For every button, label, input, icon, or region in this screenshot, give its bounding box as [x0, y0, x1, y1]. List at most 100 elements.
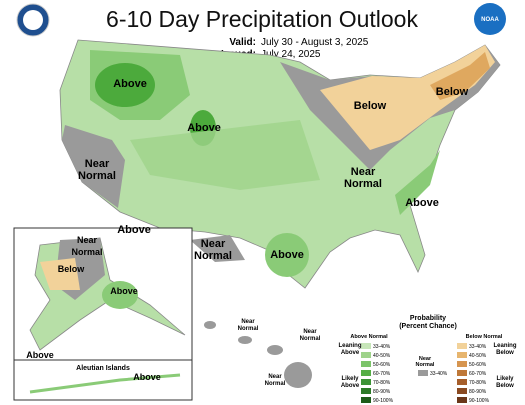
label-line: Normal: [265, 381, 286, 387]
label-line: Above: [113, 78, 147, 90]
below-area: [320, 45, 495, 150]
label: Above: [270, 249, 304, 261]
label-line: Above: [270, 249, 304, 261]
label: Near Normal: [238, 319, 259, 332]
label-line: Normal: [300, 336, 321, 342]
label-line: Probability: [410, 315, 446, 322]
label: Probability (Percent Chance): [399, 315, 457, 330]
label-line: Above: [187, 122, 221, 134]
label-line: Likely: [341, 376, 359, 382]
bin-label: 90-100%: [373, 398, 394, 404]
label-line: Below: [58, 264, 86, 274]
label-line: Leaning: [493, 343, 516, 349]
above-core: [95, 63, 155, 107]
label-line: Above: [110, 286, 138, 296]
above-area: [102, 281, 138, 309]
label-line: Above: [405, 197, 439, 209]
bin-label: 50-60%: [469, 362, 487, 368]
island: [204, 321, 216, 329]
aleutian-chain: [29, 373, 181, 394]
label: Likely Above: [341, 376, 360, 389]
swatch: [457, 370, 467, 376]
label-line: Above: [133, 372, 161, 382]
label-line: Near: [419, 356, 432, 362]
swatch: [361, 343, 371, 349]
label-line: Below: [436, 86, 469, 98]
label: Above: [117, 224, 151, 236]
above-area: [395, 150, 440, 215]
label: Above: [113, 78, 147, 90]
label: Above: [133, 372, 161, 382]
swatch: [361, 361, 371, 367]
label: Above: [26, 350, 54, 360]
doc-logo-inner: [23, 10, 43, 30]
label: Likely Below: [496, 376, 514, 389]
label: Below: [354, 100, 387, 112]
label-line: Likely: [496, 376, 514, 382]
label-line: Near: [268, 374, 282, 380]
label-line: Near: [351, 166, 376, 178]
bin-label: 70-80%: [373, 380, 391, 386]
label-line: Normal: [194, 250, 232, 262]
label-line: Above: [341, 350, 360, 356]
label-line: Normal: [238, 326, 259, 332]
swatch: [457, 397, 467, 403]
label: Above: [110, 286, 138, 296]
noaa-logo-text: NOAA: [481, 17, 499, 23]
aleutian-title: Aleutian Islands: [76, 365, 130, 372]
bin-label: 33-40%: [373, 344, 391, 350]
label: Leaning Below: [493, 343, 516, 356]
label-line: Near: [241, 319, 255, 325]
label-line: Below: [354, 100, 387, 112]
swatch: [457, 352, 467, 358]
label: Near Normal: [344, 166, 382, 190]
swatch: [457, 361, 467, 367]
aleutian-inset: [13, 359, 193, 401]
valid-label: Valid:: [229, 37, 256, 48]
island: [238, 336, 252, 344]
label-line: (Percent Chance): [399, 323, 457, 330]
below-area: [40, 258, 80, 290]
label-line: Normal: [78, 170, 116, 182]
bin-label: 33-40%: [469, 344, 487, 350]
near-normal-area: [62, 125, 125, 208]
swatch: [418, 370, 428, 376]
valid-dates: July 30 - August 3, 2025: [261, 37, 369, 48]
swatch: [361, 397, 371, 403]
label: Above: [405, 197, 439, 209]
swatch: [361, 352, 371, 358]
label-line: Near: [85, 158, 110, 170]
label: Near Normal: [416, 356, 435, 368]
bin-label: 90-100%: [469, 398, 490, 404]
near-normal-area: [190, 235, 245, 262]
swatch: [457, 343, 467, 349]
swatch: [361, 379, 371, 385]
title: 6-10 Day Precipitation Outlook: [106, 6, 418, 32]
bin-label: 80-90%: [373, 389, 391, 395]
bin-label: 33-40%: [430, 371, 448, 377]
label: Leaning Above: [338, 343, 361, 356]
label: Near Normal: [71, 235, 102, 257]
label-line: Above: [117, 224, 151, 236]
legend-below-title: Below Normal: [466, 334, 503, 340]
swatch: [457, 388, 467, 394]
label-line: Near: [201, 238, 226, 250]
label: Below: [436, 86, 469, 98]
bin-label: 40-50%: [469, 353, 487, 359]
above-area: [130, 120, 320, 190]
label-line: Above: [341, 383, 360, 389]
swatch: [457, 379, 467, 385]
bin-label: 50-60%: [373, 362, 391, 368]
island: [267, 345, 283, 355]
issued-date: July 24, 2025: [261, 49, 321, 60]
label: Near Normal: [265, 374, 286, 387]
label: Near Normal: [300, 329, 321, 342]
legend-above-title: Above Normal: [350, 334, 388, 340]
label: Above: [187, 122, 221, 134]
label-line: Leaning: [338, 343, 361, 349]
swatch: [361, 388, 371, 394]
label: Below: [58, 264, 86, 274]
bin-label: 80-90%: [469, 389, 487, 395]
